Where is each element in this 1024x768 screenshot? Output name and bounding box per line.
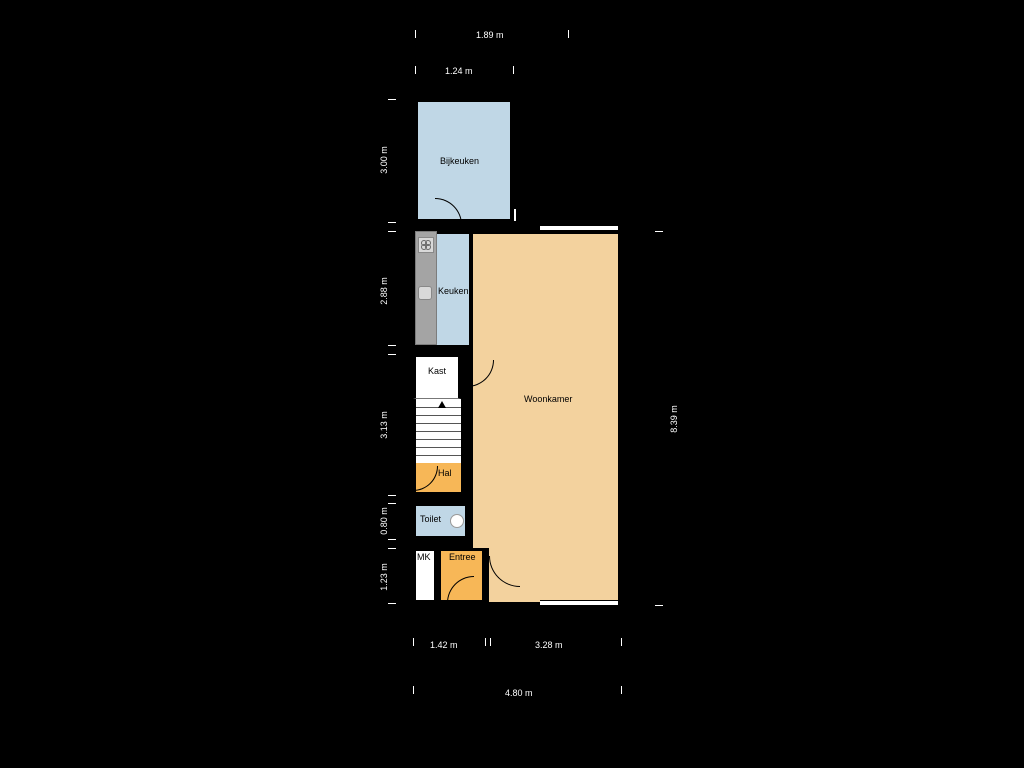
tick [388, 354, 396, 355]
dim-right1: 8.39 m [669, 405, 679, 433]
tick [388, 345, 396, 346]
tick [415, 30, 416, 38]
dim-left4: 0.80 m [379, 507, 389, 535]
label-kast: Kast [428, 366, 446, 376]
tick [388, 231, 396, 232]
wall-bijkeuken-bottom-left [415, 222, 435, 228]
label-entree: Entree [449, 552, 476, 562]
tick [568, 30, 569, 38]
tick [513, 66, 514, 74]
dim-left5: 1.23 m [379, 563, 389, 591]
dim-left3: 3.13 m [379, 411, 389, 439]
sink-icon [418, 286, 432, 300]
stair-arrow-icon [438, 401, 446, 408]
wall-bijkeuken-right-seg [513, 99, 517, 199]
window-bijkeuken-right [513, 208, 517, 222]
window-woonkamer-bottom [540, 600, 618, 606]
toilet-icon [450, 514, 464, 528]
dim-left2: 2.88 m [379, 277, 389, 305]
tick [490, 638, 491, 646]
tick [415, 66, 416, 74]
tick [388, 503, 396, 504]
window-woonkamer-top [540, 225, 618, 231]
tick [388, 548, 396, 549]
dim-bot2: 3.28 m [535, 640, 563, 650]
label-bijkeuken: Bijkeuken [440, 156, 479, 166]
dim-bot1: 1.42 m [430, 640, 458, 650]
tick [413, 638, 414, 646]
hob-icon [418, 237, 434, 253]
dim-top2: 1.24 m [445, 66, 473, 76]
label-hal: Hal [438, 468, 452, 478]
tick [655, 231, 663, 232]
dim-left1: 3.00 m [379, 146, 389, 174]
tick [388, 495, 396, 496]
tick [621, 686, 622, 694]
tick [655, 605, 663, 606]
dim-top1: 1.89 m [476, 30, 504, 40]
tick [388, 222, 396, 223]
label-woonkamer: Woonkamer [524, 394, 572, 404]
tick [388, 99, 396, 100]
label-toilet: Toilet [420, 514, 441, 524]
tick [621, 638, 622, 646]
label-keuken: Keuken [438, 286, 469, 296]
stairs [413, 399, 465, 463]
tick [485, 638, 486, 646]
wall-keuken-bottom [413, 345, 469, 351]
label-mk: MK [417, 552, 431, 562]
tick [388, 539, 396, 540]
tick [413, 686, 414, 694]
tick [388, 603, 396, 604]
room-woonkamer [473, 231, 621, 605]
room-kast [413, 354, 461, 399]
dim-bot3: 4.80 m [505, 688, 533, 698]
floorplan-canvas: { "plan": { "type": "floorplan", "backgr… [0, 0, 1024, 768]
